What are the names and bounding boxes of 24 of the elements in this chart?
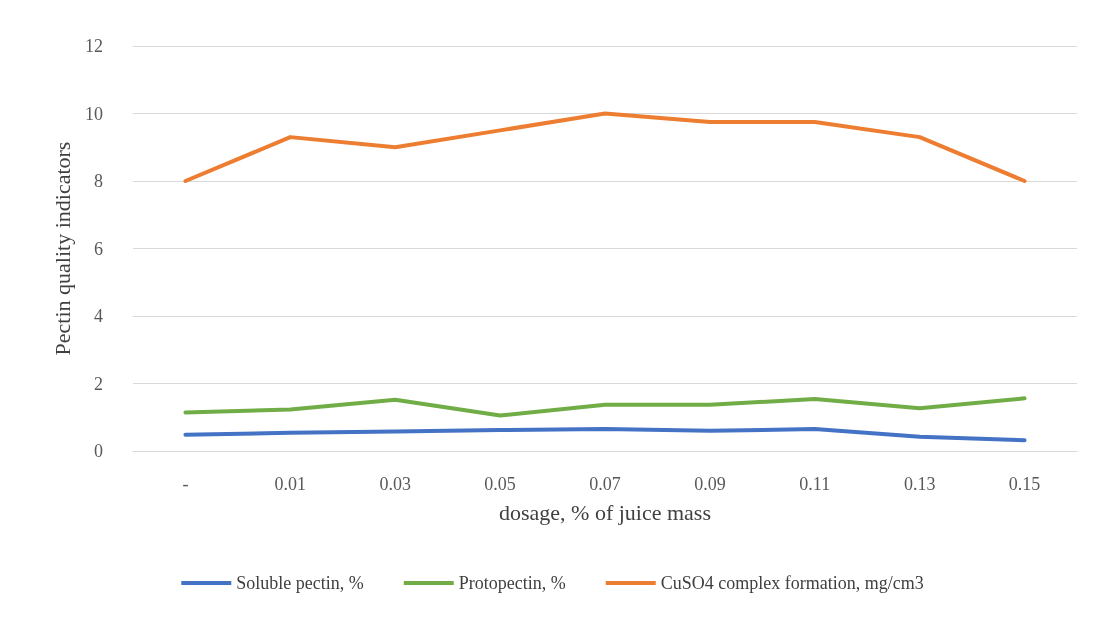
y-tick-label: 10 <box>85 103 103 124</box>
legend-label: Protopectin, % <box>458 573 566 593</box>
line-series <box>183 111 1027 183</box>
legend-label: Soluble pectin, % <box>236 573 364 593</box>
x-tick-label: 0.03 <box>379 474 411 494</box>
x-tick-label: 0.05 <box>484 474 516 494</box>
y-tick-label: 6 <box>94 238 103 259</box>
legend-label: CuSO4 complex formation, mg/cm3 <box>660 573 924 593</box>
x-tick-label: 0.15 <box>1008 474 1041 494</box>
x-tick-label: 0.13 <box>903 474 936 494</box>
y-tick-label: 8 <box>94 171 103 191</box>
y-tick-label: 12 <box>85 36 103 56</box>
y-tick-label: 0 <box>94 441 103 461</box>
x-tick-label: 0.07 <box>589 474 621 494</box>
y-tick-label: 2 <box>94 373 103 394</box>
x-axis-title: dosage, % of juice mass <box>499 499 711 525</box>
x-tick-label: 0.11 <box>799 474 831 494</box>
x-tick-label: 0.01 <box>274 474 307 494</box>
x-tick-label: 0.09 <box>694 474 726 494</box>
line-series <box>183 427 1027 443</box>
x-tick-label: - <box>182 474 189 494</box>
y-tick-label: 4 <box>94 306 103 326</box>
y-axis-title: Pectin quality indicators <box>49 141 75 356</box>
line-series <box>183 396 1027 418</box>
